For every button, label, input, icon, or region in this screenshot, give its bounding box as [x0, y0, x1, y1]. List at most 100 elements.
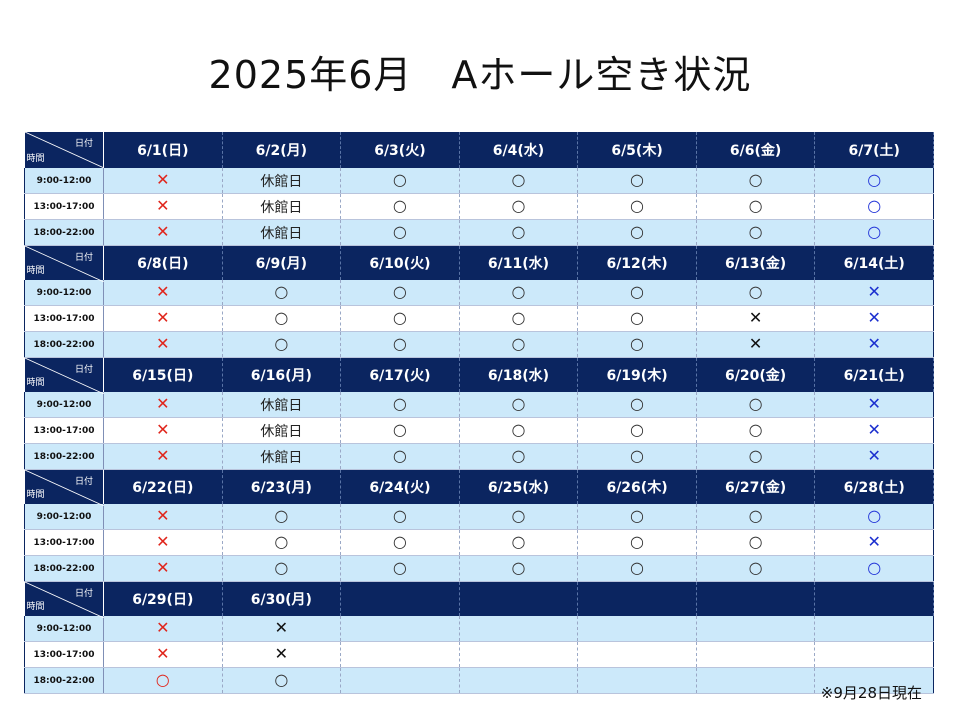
page-title: 2025年6月 Aホール空き状況 — [208, 53, 752, 97]
corner-cell: 日付 時間 — [24, 469, 104, 506]
empty-cell — [814, 641, 934, 668]
available-mark-icon: ○ — [511, 532, 526, 551]
closed-cell: 休館日 — [222, 392, 342, 418]
available-cell: ○ — [577, 443, 697, 470]
booked-mark-icon: ✕ — [274, 644, 289, 663]
available-cell: ○ — [340, 529, 460, 556]
booked-mark-icon: ✕ — [156, 446, 170, 465]
closed-label: 休館日 — [260, 449, 303, 466]
corner-time-label: 時間 — [26, 266, 45, 276]
available-mark-icon: ○ — [748, 196, 763, 215]
time-slot-row: 18:00-22:00 ✕ ○ ○ ○ ○ ○ ○ — [24, 555, 934, 582]
available-mark-icon: ○ — [630, 222, 645, 241]
date-header: 6/9(月) — [222, 245, 342, 280]
available-mark-icon: ○ — [511, 506, 526, 525]
time-slot-label: 9:00-12:00 — [24, 616, 104, 642]
available-cell: ○ — [696, 555, 816, 582]
available-mark-icon: ○ — [274, 506, 289, 525]
available-cell: ○ — [814, 555, 934, 582]
date-header: 6/13(金) — [696, 245, 816, 280]
available-cell: ○ — [459, 219, 579, 246]
available-cell: ○ — [577, 529, 697, 556]
booked-mark-icon: ✕ — [867, 308, 881, 327]
empty-cell — [696, 616, 816, 642]
corner-cell: 日付 時間 — [24, 357, 104, 394]
booked-cell: ✕ — [103, 392, 223, 418]
time-slot-label: 13:00-17:00 — [24, 305, 104, 332]
empty-cell — [340, 667, 460, 694]
available-cell: ○ — [577, 504, 697, 530]
date-header: 6/24(火) — [340, 469, 460, 504]
available-mark-icon: ○ — [867, 558, 882, 577]
date-header: 6/27(金) — [696, 469, 816, 504]
available-cell: ○ — [340, 219, 460, 246]
date-header: 6/1(日) — [103, 132, 223, 168]
date-header: 6/7(土) — [814, 132, 934, 168]
date-header: 6/12(木) — [577, 245, 697, 280]
date-header: 6/8(日) — [103, 245, 223, 280]
booked-mark-icon: ✕ — [156, 558, 170, 577]
empty-cell — [577, 616, 697, 642]
available-cell: ○ — [459, 280, 579, 306]
available-cell: ○ — [696, 392, 816, 418]
time-slot-label: 13:00-17:00 — [24, 193, 104, 220]
booked-mark-icon: ✕ — [156, 644, 170, 663]
available-mark-icon: ○ — [274, 558, 289, 577]
corner-time-label: 時間 — [26, 602, 45, 612]
date-header: 6/26(木) — [577, 469, 697, 504]
available-mark-icon: ○ — [748, 532, 763, 551]
available-mark-icon: ○ — [630, 394, 645, 413]
time-slot-row: 18:00-22:00 ✕ 休館日 ○ ○ ○ ○ ○ — [24, 219, 934, 246]
available-cell: ○ — [696, 168, 816, 194]
available-cell: ○ — [103, 667, 223, 694]
available-cell: ○ — [577, 280, 697, 306]
date-header: 6/4(水) — [459, 132, 579, 168]
available-mark-icon: ○ — [867, 222, 882, 241]
booked-cell: ✕ — [103, 417, 223, 444]
available-cell: ○ — [340, 443, 460, 470]
corner-cell: 日付 時間 — [24, 245, 104, 282]
availability-table: 日付 時間 6/1(日) 6/2(月) 6/3(火) 6/4(水) 6/5(木) 6/6(金)… — [24, 132, 934, 694]
available-mark-icon: ○ — [748, 506, 763, 525]
booked-mark-icon: ✕ — [156, 170, 170, 189]
booked-cell: ✕ — [814, 417, 934, 444]
closed-label: 休館日 — [260, 423, 303, 440]
corner-date-label: 日付 — [74, 477, 93, 487]
time-slot-label: 18:00-22:00 — [24, 219, 104, 246]
time-slot-label: 9:00-12:00 — [24, 280, 104, 306]
date-header: 6/29(日) — [103, 581, 223, 616]
available-mark-icon: ○ — [511, 334, 526, 353]
closed-cell: 休館日 — [222, 219, 342, 246]
available-cell: ○ — [696, 219, 816, 246]
available-mark-icon: ○ — [392, 420, 407, 439]
time-slot-label: 18:00-22:00 — [24, 443, 104, 470]
time-slot-row: 9:00-12:00 ✕ 休館日 ○ ○ ○ ○ ✕ — [24, 392, 934, 418]
booked-mark-icon: ✕ — [156, 394, 170, 413]
available-mark-icon: ○ — [748, 420, 763, 439]
booked-mark-icon: ✕ — [156, 506, 170, 525]
available-cell: ○ — [459, 392, 579, 418]
booked-mark-icon: ✕ — [156, 282, 170, 301]
booked-mark-icon: ✕ — [156, 334, 170, 353]
date-header: 6/6(金) — [696, 132, 816, 168]
closed-cell: 休館日 — [222, 443, 342, 470]
available-mark-icon: ○ — [630, 446, 645, 465]
available-mark-icon: ○ — [630, 558, 645, 577]
time-slot-label: 9:00-12:00 — [24, 168, 104, 194]
date-header: 6/25(水) — [459, 469, 579, 504]
date-header — [459, 581, 579, 616]
booked-cell: ✕ — [814, 529, 934, 556]
date-header: 6/16(月) — [222, 357, 342, 392]
empty-cell — [814, 667, 934, 694]
booked-cell: ✕ — [103, 331, 223, 358]
date-header: 6/15(日) — [103, 357, 223, 392]
available-mark-icon: ○ — [748, 282, 763, 301]
booked-cell: ✕ — [222, 641, 342, 668]
available-cell: ○ — [340, 555, 460, 582]
date-header: 6/20(金) — [696, 357, 816, 392]
booked-mark-icon: ✕ — [748, 308, 763, 327]
available-cell: ○ — [696, 504, 816, 530]
corner-cell: 日付 時間 — [24, 581, 104, 618]
date-header: 6/17(火) — [340, 357, 460, 392]
booked-mark-icon: ✕ — [156, 196, 170, 215]
